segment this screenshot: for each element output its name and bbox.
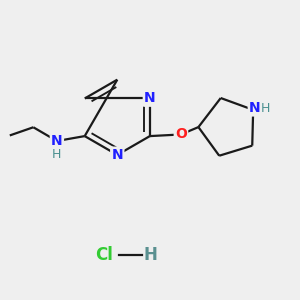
Text: Cl: Cl bbox=[95, 246, 113, 264]
Text: H: H bbox=[52, 148, 62, 161]
Text: H: H bbox=[261, 102, 270, 116]
Text: N: N bbox=[51, 134, 63, 148]
Text: N: N bbox=[144, 92, 156, 106]
Text: O: O bbox=[175, 128, 187, 142]
Text: N: N bbox=[112, 148, 123, 162]
Text: N: N bbox=[249, 101, 261, 115]
Text: H: H bbox=[143, 246, 157, 264]
